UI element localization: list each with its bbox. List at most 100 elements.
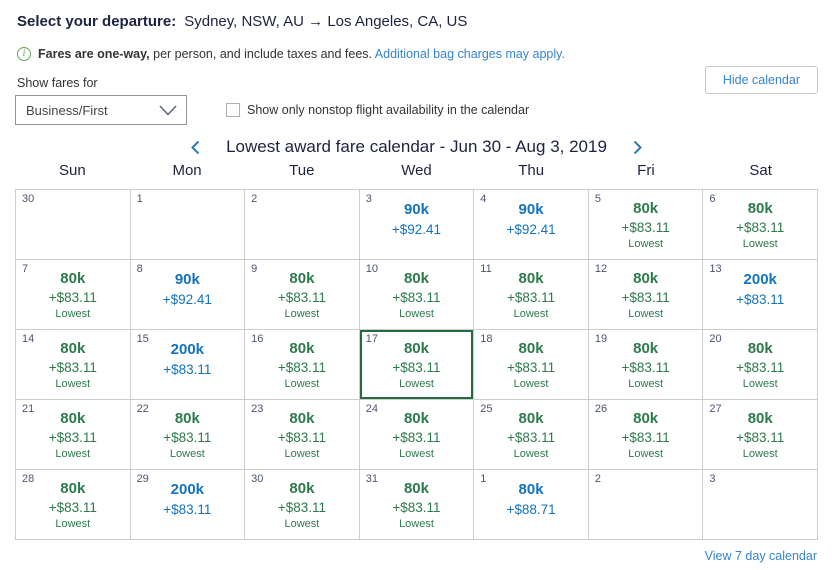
calendar-title: Lowest award fare calendar - Jun 30 - Au… — [226, 137, 607, 156]
calendar-day-cell[interactable]: 22 80k +$83.11 Lowest — [130, 400, 246, 470]
fare-fees: +$83.11 — [48, 359, 97, 375]
fare-miles: 80k — [747, 200, 773, 217]
calendar-day-cell[interactable]: 17 80k +$83.11 Lowest — [359, 330, 475, 400]
day-number: 15 — [136, 333, 149, 345]
fare-miles: 80k — [60, 270, 86, 287]
calendar-day-cell[interactable]: 1 80k +$88.71 — [474, 470, 589, 540]
calendar-day-cell[interactable]: 29 200k +$83.11 — [130, 470, 246, 540]
fare-fees: +$83.11 — [736, 291, 785, 307]
fare-lowest-label: Lowest — [742, 238, 778, 251]
calendar-day-cell[interactable]: 15 200k +$83.11 — [130, 330, 246, 400]
next-period-button[interactable] — [631, 138, 644, 157]
calendar-day-cell[interactable]: 19 80k +$83.11 Lowest — [588, 330, 704, 400]
nonstop-checkbox[interactable] — [226, 103, 240, 117]
day-number: 22 — [136, 403, 149, 415]
calendar-day-cell[interactable]: 16 80k +$83.11 Lowest — [245, 330, 360, 400]
fare-info: 200k +$83.11 — [131, 330, 245, 378]
fare-info: 80k +$83.11 Lowest — [589, 330, 703, 391]
fare-lowest-label: Lowest — [399, 518, 434, 531]
calendar-day-cell[interactable]: 18 80k +$83.11 Lowest — [474, 330, 589, 400]
day-number: 6 — [709, 193, 716, 205]
day-number: 16 — [251, 333, 264, 345]
fare-miles: 80k — [747, 340, 773, 357]
day-header-fri: Fri — [637, 162, 655, 179]
calendar-day-cell[interactable]: 8 90k +$92.41 — [130, 260, 246, 330]
fare-info: 80k +$88.71 — [474, 470, 588, 518]
calendar-day-cell[interactable]: 31 80k +$83.11 Lowest — [359, 470, 475, 540]
fare-fees: +$83.11 — [621, 359, 670, 375]
fare-miles: 80k — [633, 200, 659, 217]
calendar-day-cell[interactable]: 4 90k +$92.41 — [474, 190, 589, 260]
fare-lowest-label: Lowest — [513, 378, 549, 391]
hide-calendar-button[interactable]: Hide calendar — [704, 66, 818, 94]
day-number: 2 — [594, 473, 601, 485]
fare-miles: 80k — [633, 340, 659, 357]
day-number: 12 — [594, 263, 608, 275]
day-of-week-headers: Sun Mon Tue Wed Thu Fri Sat — [15, 162, 818, 189]
fare-miles: 90k — [174, 271, 200, 288]
fare-miles: 80k — [60, 410, 86, 427]
fare-miles: 80k — [60, 480, 86, 497]
calendar-day-cell[interactable]: 21 80k +$83.11 Lowest — [16, 400, 131, 470]
day-number: 9 — [251, 263, 258, 275]
calendar-day-cell[interactable]: 28 80k +$83.11 Lowest — [16, 470, 131, 540]
cabin-select[interactable]: Business/First — [15, 95, 187, 125]
calendar-day-cell: 2 — [245, 190, 360, 260]
day-number: 30 — [22, 193, 35, 205]
fare-miles: 90k — [403, 201, 429, 218]
fare-info: 80k +$83.11 Lowest — [16, 260, 130, 321]
calendar-day-cell[interactable]: 9 80k +$83.11 Lowest — [245, 260, 360, 330]
calendar-day-cell[interactable]: 14 80k +$83.11 Lowest — [16, 330, 131, 400]
calendar-day-cell[interactable]: 13 200k +$83.11 — [703, 260, 818, 330]
calendar-day-cell[interactable]: 23 80k +$83.11 Lowest — [245, 400, 360, 470]
calendar-day-cell[interactable]: 11 80k +$83.11 Lowest — [474, 260, 589, 330]
fare-fees: +$83.11 — [277, 499, 327, 515]
day-number: 3 — [709, 473, 716, 485]
calendar-day-cell[interactable]: 3 90k +$92.41 — [359, 190, 475, 260]
day-number: 5 — [594, 193, 601, 205]
fare-miles: 80k — [518, 270, 544, 287]
day-number: 4 — [480, 193, 487, 205]
calendar-day-cell[interactable]: 27 80k +$83.11 Lowest — [703, 400, 818, 470]
calendar-day-cell: 1 — [130, 190, 246, 260]
calendar-day-cell[interactable]: 26 80k +$83.11 Lowest — [588, 400, 704, 470]
calendar-day-cell[interactable]: 10 80k +$83.11 Lowest — [359, 260, 475, 330]
fare-fees: +$83.11 — [621, 429, 670, 445]
page-title: Select your departure: Sydney, NSW, AU → … — [15, 13, 818, 30]
fare-lowest-label: Lowest — [513, 448, 549, 461]
fare-miles: 80k — [289, 410, 315, 427]
prev-period-button[interactable] — [189, 138, 202, 157]
calendar-day-cell[interactable]: 20 80k +$83.11 Lowest — [703, 330, 818, 400]
fare-fees: +$92.41 — [162, 291, 212, 307]
fare-fees: +$92.41 — [506, 221, 556, 237]
fare-miles: 80k — [289, 340, 315, 357]
fare-miles: 80k — [518, 481, 544, 498]
calendar-day-cell[interactable]: 25 80k +$83.11 Lowest — [474, 400, 589, 470]
fare-fees: +$83.11 — [392, 289, 441, 305]
bag-charges-link[interactable]: Additional bag charges may apply. — [374, 47, 565, 61]
fare-info: 80k +$83.11 Lowest — [245, 470, 359, 531]
calendar-controls: Show fares for Business/First Show only … — [15, 66, 818, 128]
calendar-day-cell[interactable]: 5 80k +$83.11 Lowest — [588, 190, 704, 260]
day-number: 21 — [22, 403, 35, 415]
fare-info: 80k +$83.11 Lowest — [245, 260, 359, 321]
day-number: 3 — [365, 193, 372, 205]
calendar-day-cell[interactable]: 6 80k +$83.11 Lowest — [703, 190, 818, 260]
fare-miles: 80k — [633, 410, 659, 427]
calendar-day-cell[interactable]: 30 80k +$83.11 Lowest — [245, 470, 360, 540]
day-number: 14 — [22, 333, 35, 345]
calendar-day-cell[interactable]: 24 80k +$83.11 Lowest — [359, 400, 475, 470]
fare-miles: 200k — [743, 271, 777, 288]
calendar-day-cell[interactable]: 12 80k +$83.11 Lowest — [588, 260, 704, 330]
calendar-day-cell: 3 — [703, 470, 818, 540]
fare-fees: +$83.11 — [163, 429, 212, 445]
fare-fees: +$83.11 — [506, 289, 556, 305]
calendar-day-cell[interactable]: 7 80k +$83.11 Lowest — [16, 260, 131, 330]
fare-miles: 80k — [518, 340, 544, 357]
fare-fees: +$88.71 — [506, 501, 556, 517]
fare-info: 80k +$83.11 Lowest — [16, 330, 130, 391]
fare-lowest-label: Lowest — [628, 238, 664, 251]
day-header-thu: Thu — [518, 162, 545, 179]
fare-info: 90k +$92.41 — [360, 190, 474, 238]
view-7-day-calendar-link[interactable]: View 7 day calendar — [704, 549, 817, 563]
